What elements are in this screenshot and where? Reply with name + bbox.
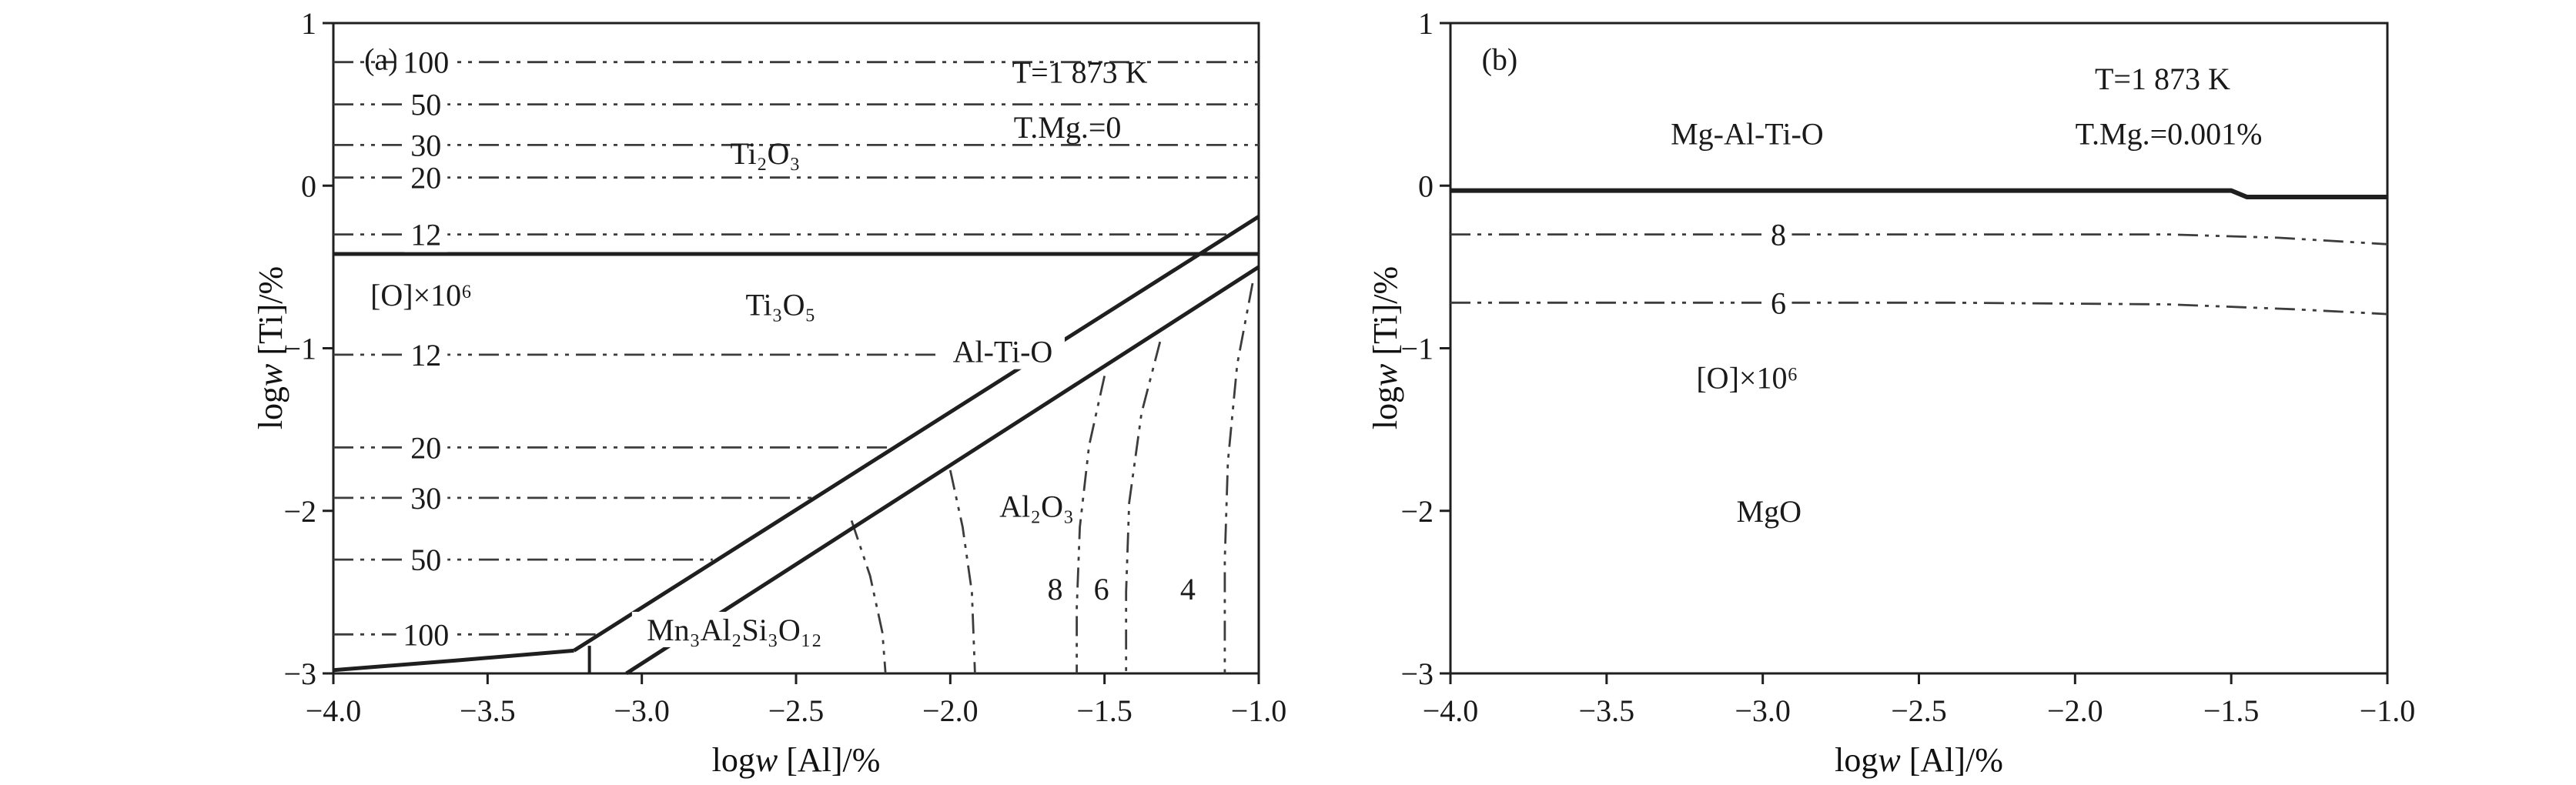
y-axis-title-a-pre: log [252, 386, 289, 430]
panel-label: (b) [1482, 42, 1518, 76]
contour-label: 30 [410, 128, 441, 162]
contour-label: 8 [1771, 218, 1786, 252]
x-axis-title-a: logw [Al]/% [333, 743, 1259, 777]
region-label: Mn₃Al₂Si₃O₁₂ [647, 613, 822, 647]
x-tick-label: −2.5 [1891, 693, 1947, 728]
region-label: Al₂O₃ [999, 489, 1074, 523]
contour-label: 100 [403, 617, 449, 652]
x-tick-label: −4.0 [1423, 693, 1479, 728]
y-tick-label: 0 [301, 169, 316, 203]
contour-label: 12 [410, 338, 441, 372]
label-mask [1765, 285, 1792, 321]
label-mask [396, 44, 456, 80]
oxygen-contour-line [1125, 341, 1162, 673]
x-tick-label: −2.0 [2047, 693, 2103, 728]
y-tick-label: 1 [1418, 6, 1434, 41]
y-tick-label: −3 [283, 656, 316, 691]
contour-label: 50 [410, 88, 441, 122]
y-axis-title-b: logw [Ti]/% [1367, 266, 1404, 430]
y-axis-title-a-italic: w [252, 363, 289, 386]
x-axis-title-a-pre: log [711, 741, 755, 779]
x-tick-label: −3.5 [1579, 693, 1635, 728]
label-mask [404, 542, 448, 578]
label-mask [404, 336, 448, 372]
label-mask [1765, 216, 1792, 252]
contour-label: 6 [1094, 572, 1109, 606]
x-tick-label: −3.5 [460, 693, 516, 728]
x-axis-title-b-italic: w [1878, 741, 1901, 779]
y-tick-label: 0 [1418, 169, 1434, 203]
contour-label: 50 [410, 543, 441, 577]
label-mask [404, 86, 448, 122]
y-tick-label: −2 [283, 494, 316, 529]
label-mask [404, 127, 448, 163]
x-axis-title-b-post: [Al]/% [1900, 741, 2003, 779]
x-tick-label: −1.5 [1076, 693, 1132, 728]
region-label: MgO [1737, 494, 1802, 529]
region-label: Ti₃O₅ [746, 287, 816, 322]
y-tick-label: −3 [1400, 656, 1434, 691]
region-label: Ti₂O₃ [730, 136, 800, 171]
x-tick-label: −2.0 [922, 693, 979, 728]
Al-Ti-O-upper-boundary [573, 215, 1260, 653]
region-label: Mg-Al-Ti-O [1671, 117, 1824, 152]
x-axis-title-a-post: [Al]/% [778, 741, 881, 779]
y-tick-label: −1 [283, 332, 316, 366]
y-axis-title-a-post: [Ti]/% [252, 266, 289, 364]
x-axis-title-b-pre: log [1835, 741, 1878, 779]
chart-panel-a: −4.0 −3.5 −3.0 −2.5 −2.0 −1.5 −1.0 1 0 −1 −2 −3 (a) T… [283, 6, 1287, 728]
chart-panel-b: −4.0 −3.5 −3.0 −2.5 −2.0 −1.5 −1.0 1 0 −1 −2 −3 (b) M… [1400, 6, 2416, 728]
contour-label: 20 [410, 430, 441, 465]
contour-label: 20 [410, 161, 441, 195]
x-axis-title-a-italic: w [754, 741, 778, 779]
contour-label: 8 [1048, 572, 1063, 606]
label-mask [404, 479, 448, 516]
x-tick-label: −4.0 [306, 693, 362, 728]
oxygen-contour-line [1223, 282, 1254, 673]
contour-label: 4 [1180, 572, 1196, 606]
condition-magnesium: T.Mg.=0.001% [2076, 117, 2263, 152]
x-tick-label: −1.0 [2360, 693, 2416, 728]
MgO-MgAlTiO-boundary [1450, 188, 2387, 199]
x-tick-label: −2.5 [768, 693, 825, 728]
y-axis-title-b-italic: w [1367, 363, 1404, 386]
condition-temperature: T=1 873 K [2095, 62, 2230, 96]
y-axis-title-a: logw [Ti]/% [252, 266, 289, 430]
oxygen-contour-line [1076, 376, 1106, 673]
y-axis-title-b-post: [Ti]/% [1367, 266, 1404, 364]
contour-label: 100 [403, 45, 449, 80]
y-tick-label: 1 [301, 6, 316, 41]
contour-label: 30 [410, 481, 441, 516]
x-axis-title-b: logw [Al]/% [1450, 743, 2387, 777]
y-tick-label: −1 [1400, 332, 1434, 366]
oxygen-scale-label: [O]×10⁶ [1696, 361, 1798, 396]
oxygen-contour-line [850, 519, 887, 674]
x-tick-label: −3.0 [614, 693, 670, 728]
oxygen-scale-label: [O]×10⁶ [370, 278, 472, 312]
panel-label: (a) [364, 42, 398, 76]
region-label: Al-Ti-O [953, 335, 1053, 369]
x-tick-label: −1.0 [1231, 693, 1287, 728]
label-mask [631, 611, 837, 647]
y-tick-label: −2 [1400, 494, 1434, 529]
contour-label: 6 [1771, 286, 1786, 320]
oxygen-contour-line [1450, 233, 2388, 246]
oxygen-contour-line [948, 469, 976, 674]
x-tick-label: −3.0 [1735, 693, 1791, 728]
label-mask [940, 333, 1065, 369]
condition-magnesium: T.Mg.=0 [1014, 110, 1122, 145]
x-tick-label: −1.5 [2203, 693, 2260, 728]
Al-Ti-O-lower-boundary [625, 265, 1260, 676]
y-axis-title-b-pre: log [1367, 386, 1404, 430]
label-mask [404, 216, 448, 252]
contour-label: 12 [410, 218, 441, 252]
label-mask [404, 159, 448, 195]
condition-temperature: T=1 873 K [1012, 55, 1148, 89]
garnet-left-boundary [333, 648, 574, 673]
oxygen-contour-line [1450, 301, 2388, 316]
label-mask [404, 429, 448, 466]
label-mask [396, 616, 456, 653]
